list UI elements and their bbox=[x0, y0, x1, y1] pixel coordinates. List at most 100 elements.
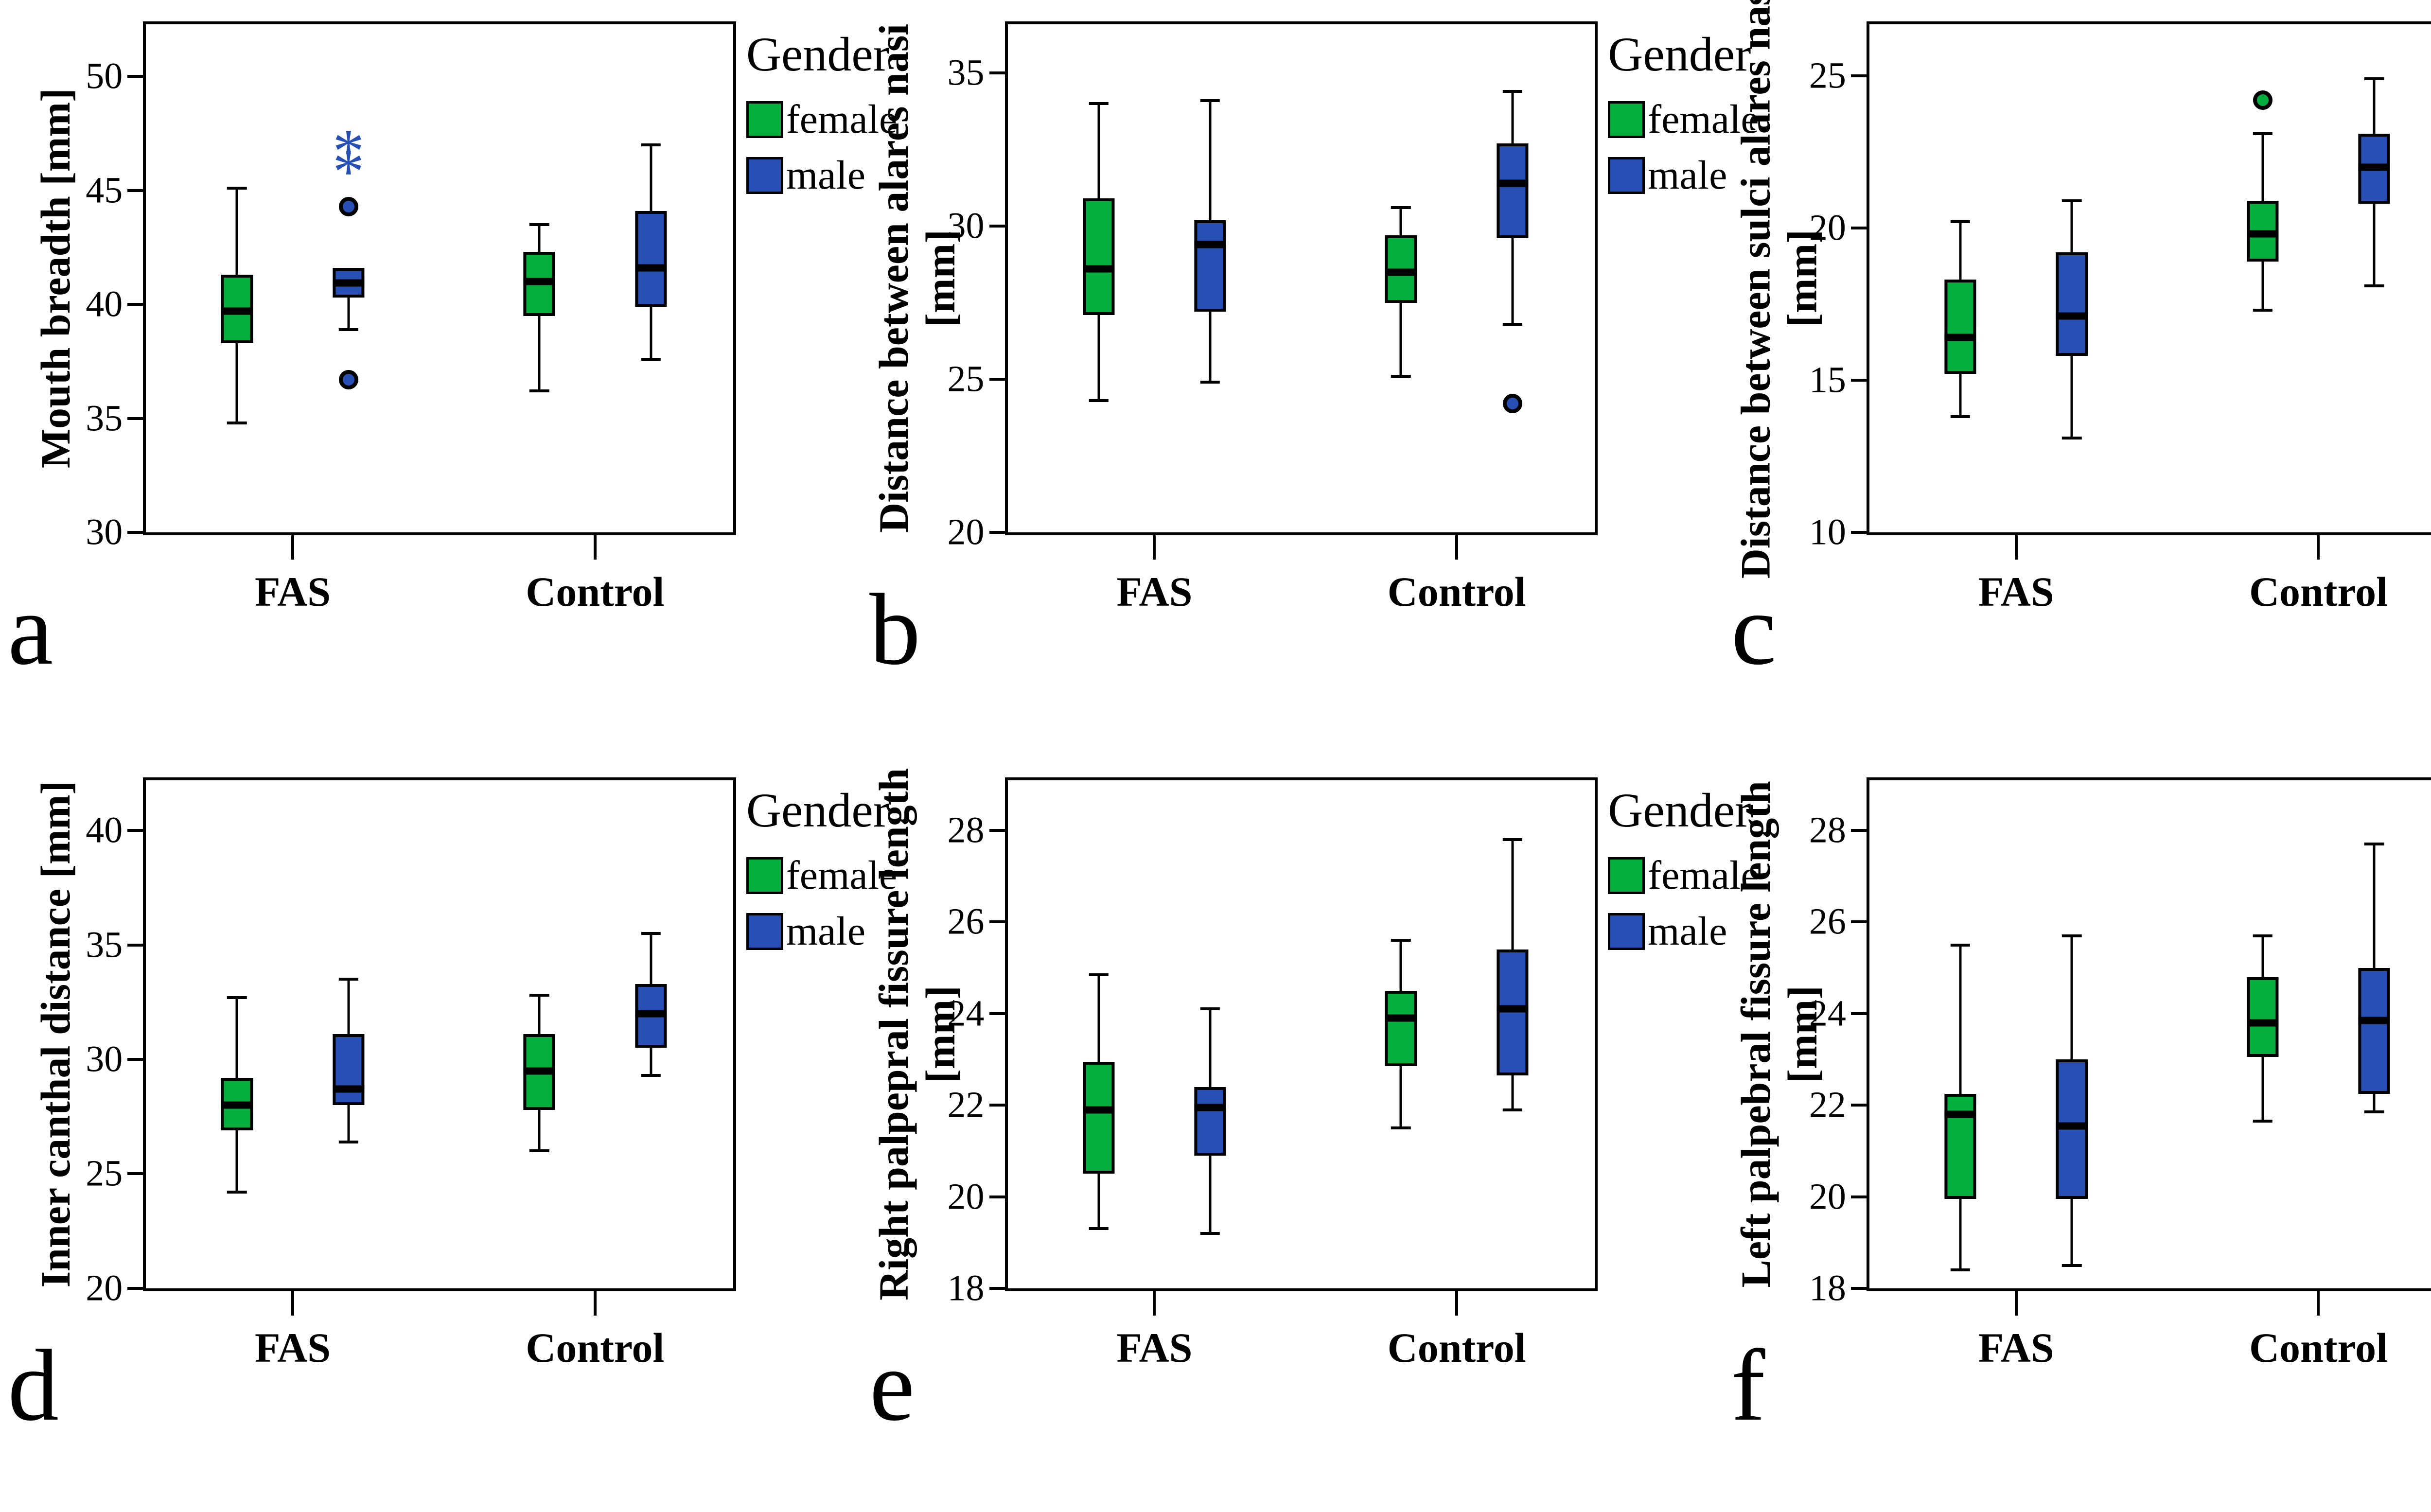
x-tick-mark bbox=[2014, 532, 2018, 560]
x-tick-mark bbox=[2317, 532, 2320, 560]
whisker-stem-bottom-fas-male bbox=[2070, 355, 2073, 438]
y-tick-mark bbox=[1850, 920, 1867, 924]
whisker-cap-top-control-male bbox=[2364, 843, 2384, 846]
whisker-cap-top-fas-female bbox=[227, 996, 247, 999]
whisker-stem-bottom-fas-male bbox=[1209, 1155, 1212, 1233]
whisker-stem-bottom-control-male bbox=[650, 1048, 652, 1075]
whisker-stem-top-control-male bbox=[1511, 91, 1514, 144]
whisker-cap-top-control-female bbox=[1391, 206, 1411, 210]
y-tick-label: 28 bbox=[1809, 809, 1846, 851]
outlier-circle-fas-male bbox=[338, 196, 358, 216]
legend-label-male: male bbox=[1648, 153, 1727, 198]
median-line-fas-female bbox=[221, 1101, 253, 1109]
median-line-control-female bbox=[1385, 1014, 1417, 1022]
whisker-cap-bottom-control-male bbox=[641, 1073, 661, 1077]
legend-label-female: female bbox=[1648, 97, 1759, 142]
whisker-stem-bottom-fas-male bbox=[347, 1105, 350, 1142]
whisker-cap-bottom-control-female bbox=[2253, 308, 2272, 312]
legend-title: Gender bbox=[746, 783, 890, 838]
y-tick-mark bbox=[989, 1286, 1005, 1290]
x-category-label: FAS bbox=[1978, 568, 2054, 615]
x-tick-mark bbox=[593, 532, 597, 560]
y-tick-label: 26 bbox=[1809, 901, 1846, 942]
y-axis-label-line: Distance between alares nasi bbox=[870, 23, 917, 533]
box-fas-female bbox=[1944, 280, 1976, 374]
whisker-cap-bottom-control-female bbox=[1391, 1126, 1411, 1130]
y-tick-mark bbox=[1850, 1012, 1867, 1015]
y-tick-label: 30 bbox=[86, 511, 123, 553]
y-axis-label-text: Distance between alares nasi [mm] bbox=[870, 24, 964, 533]
y-tick-mark bbox=[127, 189, 143, 192]
y-tick-label: 18 bbox=[947, 1267, 985, 1309]
y-tick-label: 30 bbox=[86, 1038, 123, 1080]
whisker-cap-bottom-control-female bbox=[529, 389, 549, 393]
whisker-stem-bottom-fas-female bbox=[235, 343, 238, 423]
y-tick-label: 20 bbox=[947, 1176, 985, 1217]
whisker-cap-bottom-control-female bbox=[2253, 1120, 2272, 1123]
y-tick-label: 20 bbox=[1809, 1176, 1846, 1217]
whisker-stem-bottom-fas-female bbox=[1097, 315, 1100, 401]
y-tick-mark bbox=[1850, 226, 1867, 229]
legend-item-female: female bbox=[1608, 96, 1759, 143]
panel-a: 30 35 40 45 50 FAS Control * * Mouth breadth [mm]… bbox=[0, 0, 897, 756]
y-tick-mark bbox=[1850, 1104, 1867, 1107]
x-tick-mark bbox=[593, 1288, 597, 1316]
whisker-cap-bottom-fas-female bbox=[1950, 1268, 1971, 1272]
y-axis-label: Inner canthal distance [mm] bbox=[2, 777, 110, 1291]
whisker-cap-top-control-female bbox=[2253, 934, 2272, 937]
box-control-male bbox=[634, 211, 667, 307]
x-category-label: FAS bbox=[1116, 568, 1193, 615]
y-tick-label: 45 bbox=[86, 170, 123, 211]
y-axis-label-line: Mouth breadth [mm] bbox=[32, 88, 79, 469]
whisker-cap-top-fas-male bbox=[1200, 1007, 1220, 1011]
legend-swatch-female bbox=[746, 101, 783, 138]
y-tick-label: 35 bbox=[86, 924, 123, 966]
whisker-stem-bottom-fas-male bbox=[347, 298, 350, 330]
legend-swatch-male bbox=[1608, 913, 1645, 950]
median-line-fas-male bbox=[2056, 1122, 2088, 1130]
panel-f: 18 20 22 24 26 28 FAS Control Left palpebral fis… bbox=[1724, 756, 2431, 1512]
x-tick-mark bbox=[1455, 1288, 1459, 1316]
median-line-control-female bbox=[1385, 268, 1417, 276]
y-tick-mark bbox=[989, 530, 1005, 534]
y-tick-mark bbox=[127, 943, 143, 947]
whisker-stem-top-fas-female bbox=[1959, 222, 1962, 280]
median-line-fas-female bbox=[1083, 1106, 1115, 1114]
legend: Gender female male bbox=[1608, 26, 1759, 208]
y-tick-mark bbox=[127, 530, 143, 534]
whisker-cap-bottom-fas-female bbox=[1950, 415, 1971, 419]
x-tick-mark bbox=[1153, 532, 1156, 560]
y-tick-label: 24 bbox=[947, 993, 985, 1034]
whisker-stem-bottom-control-male bbox=[1511, 1075, 1514, 1110]
y-tick-label: 25 bbox=[1809, 55, 1846, 96]
y-tick-label: 30 bbox=[947, 205, 985, 246]
whisker-stem-bottom-fas-female bbox=[1959, 374, 1962, 417]
panel-d: 20 25 30 35 40 FAS Control Inner canthal distan… bbox=[0, 756, 897, 1512]
legend-label-male: male bbox=[1648, 909, 1727, 954]
whisker-stem-top-control-female bbox=[538, 225, 541, 252]
median-line-fas-male bbox=[1194, 241, 1226, 248]
y-tick-mark bbox=[1850, 530, 1867, 534]
whisker-stem-top-fas-female bbox=[235, 997, 238, 1078]
y-tick-mark bbox=[989, 71, 1005, 75]
box-fas-male bbox=[1194, 220, 1226, 312]
legend: Gender female male bbox=[1608, 782, 1759, 964]
y-tick-label: 35 bbox=[86, 398, 123, 439]
legend-title: Gender bbox=[1608, 27, 1751, 82]
plot-area: 30 35 40 45 50 FAS Control * * bbox=[86, 21, 736, 615]
plot-area: 18 20 22 24 26 28 FAS Control bbox=[1809, 777, 2431, 1371]
x-category-label: Control bbox=[1387, 1324, 1526, 1371]
whisker-stem-top-fas-female bbox=[1097, 974, 1100, 1062]
whisker-cap-bottom-fas-male bbox=[2062, 436, 2082, 440]
whisker-stem-top-fas-male bbox=[1209, 1009, 1212, 1087]
whisker-stem-top-control-female bbox=[2261, 935, 2264, 977]
box-fas-male bbox=[2056, 252, 2088, 356]
y-tick-mark bbox=[1850, 829, 1867, 832]
x-category-label: Control bbox=[2249, 568, 2388, 615]
y-tick-mark bbox=[1850, 378, 1867, 382]
whisker-stem-top-control-male bbox=[2373, 844, 2376, 968]
outlier-circle-fas-male bbox=[338, 369, 358, 389]
y-tick-mark bbox=[989, 920, 1005, 924]
whisker-cap-bottom-fas-female bbox=[1089, 399, 1109, 403]
